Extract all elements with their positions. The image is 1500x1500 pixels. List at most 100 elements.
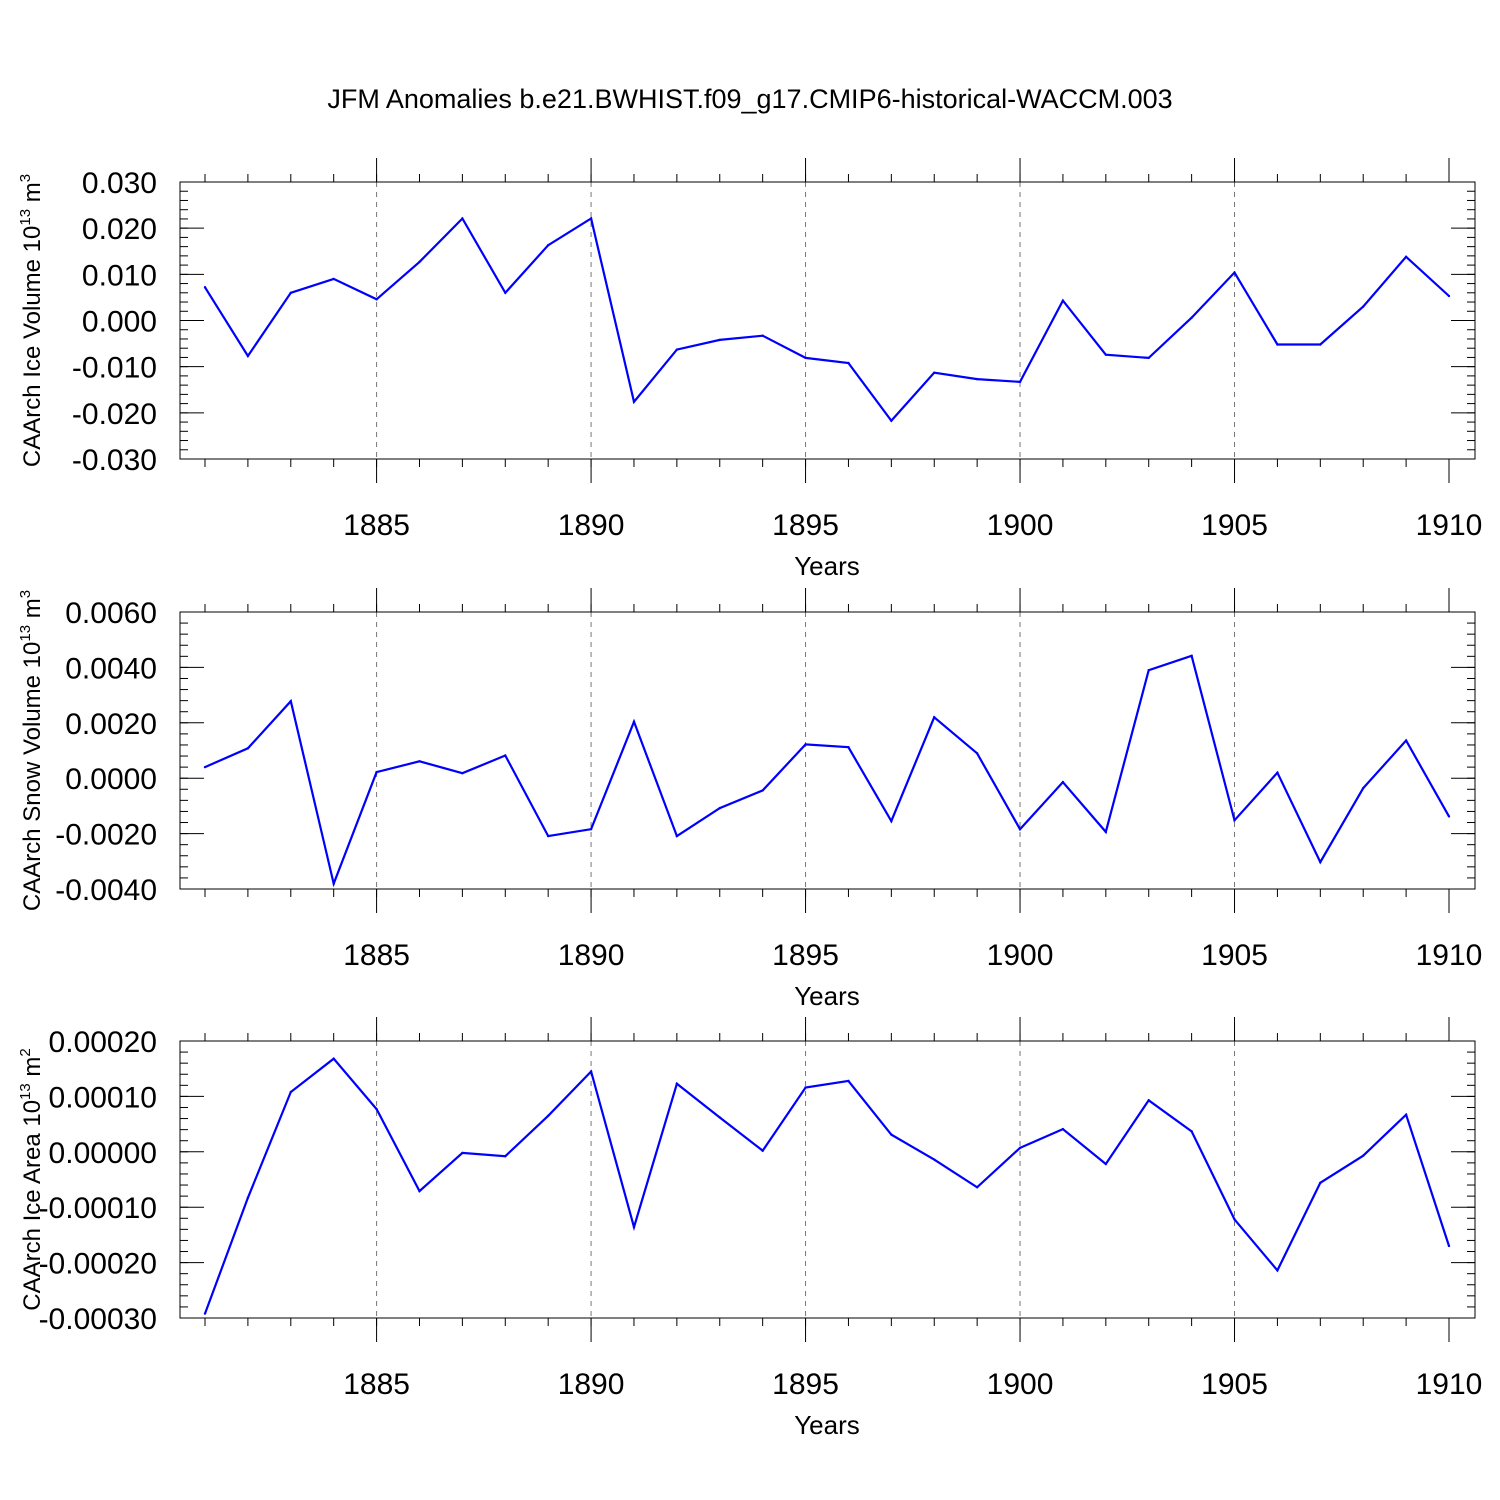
x-tick-label: 1890	[558, 1368, 625, 1401]
data-point	[847, 361, 850, 365]
x-axis-label: Years	[794, 1410, 860, 1440]
y-axis-label: CAArch Ice Area 1013 m2	[17, 1048, 46, 1310]
y-tick-label: 0.0000	[65, 763, 157, 796]
data-point	[418, 260, 421, 264]
data-point	[546, 1114, 550, 1117]
y-axis-label: CAArch Snow Volume 1013 m3	[17, 590, 46, 911]
data-point	[1147, 356, 1150, 360]
data-point	[718, 1116, 721, 1119]
x-tick-label: 1900	[987, 939, 1054, 972]
plot-frame	[179, 1040, 1476, 1319]
data-point	[1233, 819, 1236, 822]
data-point	[1319, 1181, 1322, 1185]
y-tick-label: 0.00000	[49, 1137, 157, 1170]
data-point	[246, 354, 250, 358]
data-point	[1190, 654, 1193, 657]
data-point	[718, 338, 721, 342]
data-point	[1447, 1244, 1451, 1248]
data-point	[1190, 1130, 1193, 1133]
data-point	[675, 1082, 679, 1085]
data-point	[289, 1090, 292, 1094]
y-tick-label: -0.010	[72, 352, 157, 385]
y-axis-label: CAArch Ice Volume 1013 m3	[17, 174, 46, 467]
data-point	[1319, 860, 1322, 864]
data-point	[1319, 343, 1322, 346]
x-tick-label: 1895	[772, 509, 839, 542]
plot-frame	[179, 181, 1476, 460]
data-point	[289, 699, 292, 703]
data-point	[461, 1151, 464, 1155]
data-point	[1233, 1218, 1236, 1221]
data-point	[1147, 1099, 1150, 1102]
data-point	[890, 419, 893, 422]
data-point	[203, 286, 207, 289]
data-point	[461, 772, 464, 775]
y-tick-label: -0.00010	[39, 1192, 157, 1225]
data-point	[804, 1086, 807, 1089]
data-point	[975, 1186, 979, 1189]
x-axis-label: Years	[794, 551, 860, 581]
x-tick-label: 1895	[772, 939, 839, 972]
x-tick-label: 1885	[343, 1368, 410, 1401]
data-point	[1147, 668, 1150, 672]
y-tick-label: -0.0020	[55, 819, 157, 852]
data-point	[504, 291, 507, 294]
data-point	[632, 400, 636, 403]
data-point	[375, 1107, 378, 1111]
x-tick-label: 1885	[343, 509, 410, 542]
y-tick-label: 0.0040	[65, 652, 157, 685]
data-point	[332, 882, 335, 885]
data-point	[1061, 299, 1065, 302]
data-point	[589, 827, 593, 831]
y-tick-label: -0.00030	[39, 1303, 157, 1336]
y-tick-label: 0.000	[82, 306, 157, 339]
x-tick-label: 1905	[1201, 1368, 1268, 1401]
data-point	[1104, 1162, 1108, 1166]
x-tick-label: 1900	[987, 1368, 1054, 1401]
data-point	[1447, 815, 1451, 818]
data-point	[1104, 353, 1108, 356]
panel-2: -0.0040 -0.0020 0.0000 0.0020 0.0040 0.0060 18…	[17, 588, 1482, 1011]
data-point	[1362, 1154, 1365, 1157]
series-line	[203, 1057, 1451, 1314]
data-point	[718, 806, 721, 810]
data-point	[1447, 294, 1451, 298]
x-tick-label: 1895	[772, 1368, 839, 1401]
data-point	[332, 277, 335, 281]
y-tick-label: -0.020	[72, 398, 157, 431]
panel-3: -0.00030 -0.00020 -0.00010 0.00000 0.00010 0.…	[17, 1017, 1482, 1440]
y-tick-label: -0.0040	[55, 874, 157, 907]
x-tick-label: 1890	[558, 509, 625, 542]
x-tick-label: 1910	[1416, 939, 1483, 972]
x-tick-label: 1905	[1201, 939, 1268, 972]
data-point	[246, 747, 250, 750]
y-tick-label: 0.0020	[65, 708, 157, 741]
data-point	[1276, 1269, 1279, 1272]
plot-frame	[179, 611, 1476, 890]
data-point	[804, 743, 807, 746]
data-point	[675, 834, 679, 838]
data-point	[246, 1196, 250, 1199]
data-point	[933, 716, 936, 719]
data-point	[546, 834, 550, 838]
data-point	[1404, 739, 1408, 742]
data-point	[761, 334, 764, 337]
data-point	[1233, 271, 1236, 274]
data-point	[1276, 771, 1279, 774]
figure-title: JFM Anomalies b.e21.BWHIST.f09_g17.CMIP6…	[327, 84, 1173, 114]
data-point	[418, 760, 421, 763]
data-point	[589, 1070, 593, 1073]
data-point	[632, 1225, 636, 1229]
data-point	[589, 217, 593, 220]
data-point	[289, 291, 292, 294]
data-point	[418, 1189, 421, 1193]
x-tick-label: 1910	[1416, 509, 1483, 542]
y-tick-label: 0.00020	[49, 1026, 157, 1059]
y-tick-label: 0.010	[82, 259, 157, 292]
data-point	[933, 371, 936, 374]
y-tick-label: -0.030	[72, 444, 157, 477]
x-tick-label: 1905	[1201, 509, 1268, 542]
x-tick-label: 1900	[987, 509, 1054, 542]
y-tick-label: 0.0060	[65, 597, 157, 630]
